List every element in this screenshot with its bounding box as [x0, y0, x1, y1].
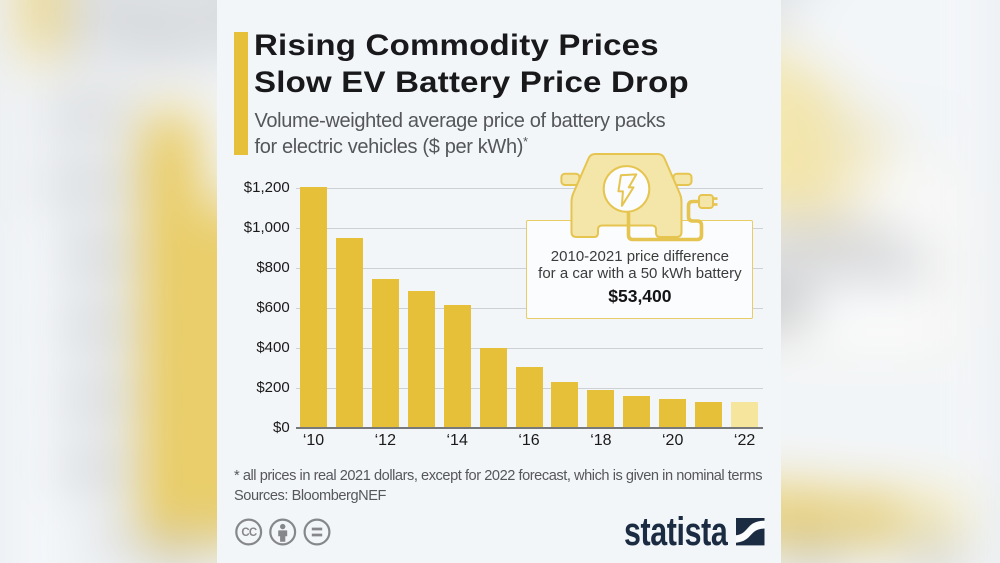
svg-text:CC: CC [241, 527, 257, 539]
